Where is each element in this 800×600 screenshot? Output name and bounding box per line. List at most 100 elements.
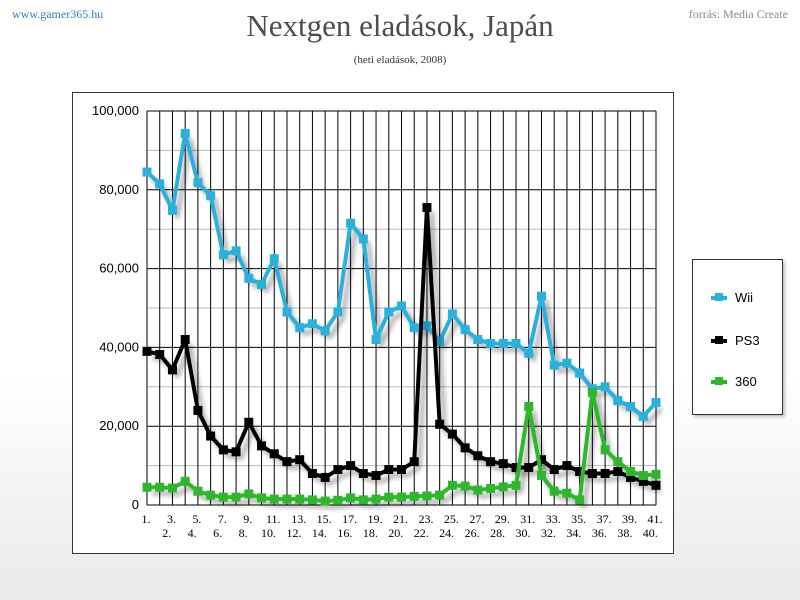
x-tick-label: 31. xyxy=(520,512,535,526)
x-tick-label: 23. xyxy=(418,512,433,526)
data-point-360 xyxy=(639,471,648,480)
data-point-wii xyxy=(359,235,368,244)
data-point-360 xyxy=(359,495,368,504)
data-point-360 xyxy=(562,489,571,498)
data-point-wii xyxy=(321,326,330,335)
data-point-wii xyxy=(575,369,584,378)
data-point-360 xyxy=(295,495,304,504)
data-point-ps3 xyxy=(270,449,279,458)
data-point-360 xyxy=(181,477,190,486)
x-tick-label: 37. xyxy=(597,512,612,526)
data-point-ps3 xyxy=(435,420,444,429)
data-point-360 xyxy=(588,388,597,397)
data-point-ps3 xyxy=(486,457,495,466)
x-tick-label: 18. xyxy=(363,526,378,540)
x-tick-label: 6. xyxy=(213,526,222,540)
data-point-wii xyxy=(372,335,381,344)
legend-label-wii: Wii xyxy=(735,290,753,305)
x-tick-label: 29. xyxy=(495,512,510,526)
legend-label-360: 360 xyxy=(735,374,757,389)
x-tick-label: 28. xyxy=(490,526,505,540)
data-point-ps3 xyxy=(499,459,508,468)
x-tick-label: 9. xyxy=(243,512,252,526)
data-point-360 xyxy=(397,493,406,502)
data-point-ps3 xyxy=(333,465,342,474)
data-point-wii xyxy=(333,307,342,316)
data-point-ps3 xyxy=(384,465,393,474)
x-tick-label: 34. xyxy=(566,526,581,540)
data-point-ps3 xyxy=(461,443,470,452)
y-tick-label: 20,000 xyxy=(99,418,139,433)
x-tick-label: 17. xyxy=(342,512,357,526)
x-tick-label: 26. xyxy=(465,526,480,540)
data-point-ps3 xyxy=(550,465,559,474)
x-tick-label: 11. xyxy=(266,512,281,526)
x-tick-label: 30. xyxy=(516,526,531,540)
data-point-wii xyxy=(270,254,279,263)
data-point-ps3 xyxy=(206,432,215,441)
x-tick-label: 15. xyxy=(317,512,332,526)
x-tick-label: 38. xyxy=(617,526,632,540)
data-point-ps3 xyxy=(219,445,228,454)
data-point-ps3 xyxy=(181,335,190,344)
data-point-360 xyxy=(244,489,253,498)
data-point-360 xyxy=(257,493,266,502)
data-point-wii xyxy=(181,129,190,138)
data-point-360 xyxy=(410,492,419,501)
data-point-360 xyxy=(333,496,342,505)
data-point-wii xyxy=(193,178,202,187)
data-point-wii xyxy=(537,292,546,301)
y-tick-label: 100,000 xyxy=(92,103,139,118)
data-point-360 xyxy=(321,497,330,506)
y-tick-label: 0 xyxy=(132,497,139,512)
x-tick-label: 5. xyxy=(192,512,201,526)
data-point-360 xyxy=(473,486,482,495)
x-tick-label: 10. xyxy=(261,526,276,540)
data-point-wii xyxy=(512,339,521,348)
data-point-wii xyxy=(601,382,610,391)
data-point-wii xyxy=(244,274,253,283)
data-point-360 xyxy=(537,471,546,480)
data-point-360 xyxy=(601,445,610,454)
data-point-360 xyxy=(626,467,635,476)
x-tick-label: 41. xyxy=(648,512,663,526)
data-point-360 xyxy=(372,495,381,504)
y-tick-label: 80,000 xyxy=(99,182,139,197)
data-point-ps3 xyxy=(308,469,317,478)
x-tick-label: 27. xyxy=(469,512,484,526)
data-point-wii xyxy=(155,179,164,188)
data-point-360 xyxy=(308,495,317,504)
legend-swatch-wii xyxy=(711,296,727,300)
data-point-wii xyxy=(143,168,152,177)
data-point-ps3 xyxy=(282,457,291,466)
data-point-ps3 xyxy=(257,441,266,450)
x-tick-label: 8. xyxy=(239,526,248,540)
data-point-360 xyxy=(384,493,393,502)
legend-label-ps3: PS3 xyxy=(735,333,760,348)
data-point-ps3 xyxy=(562,461,571,470)
data-point-360 xyxy=(652,470,661,479)
x-tick-label: 12. xyxy=(286,526,301,540)
x-tick-label: 13. xyxy=(291,512,306,526)
data-point-wii xyxy=(397,302,406,311)
line-chart: 020,00040,00060,00080,000100,0001.2.3.4.… xyxy=(0,0,800,600)
data-point-ps3 xyxy=(410,457,419,466)
data-point-360 xyxy=(346,493,355,502)
data-point-wii xyxy=(473,335,482,344)
data-point-wii xyxy=(282,307,291,316)
x-tick-label: 32. xyxy=(541,526,556,540)
data-point-360 xyxy=(461,482,470,491)
data-point-wii xyxy=(652,398,661,407)
x-tick-label: 33. xyxy=(546,512,561,526)
x-tick-label: 39. xyxy=(622,512,637,526)
data-point-360 xyxy=(486,484,495,493)
x-tick-label: 24. xyxy=(439,526,454,540)
x-tick-label: 4. xyxy=(188,526,197,540)
data-point-360 xyxy=(575,495,584,504)
data-point-ps3 xyxy=(601,469,610,478)
data-point-360 xyxy=(270,495,279,504)
x-tick-label: 36. xyxy=(592,526,607,540)
x-tick-label: 16. xyxy=(337,526,352,540)
data-point-ps3 xyxy=(359,469,368,478)
data-point-360 xyxy=(219,493,228,502)
